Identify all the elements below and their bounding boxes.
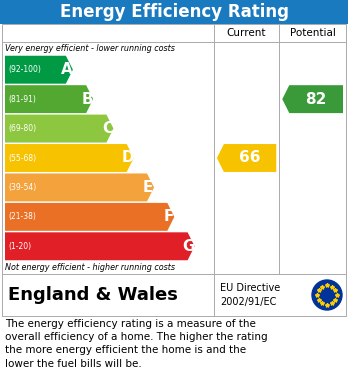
Polygon shape [217, 144, 276, 172]
Polygon shape [5, 56, 73, 84]
Text: EU Directive
2002/91/EC: EU Directive 2002/91/EC [220, 283, 280, 307]
Text: (39-54): (39-54) [8, 183, 36, 192]
Polygon shape [5, 115, 113, 143]
Text: D: D [121, 151, 134, 165]
Bar [0, 0, 348, 24]
Bar [2, 274, 346, 316]
Polygon shape [282, 85, 343, 113]
Text: Potential: Potential [290, 28, 335, 38]
Text: 82: 82 [306, 91, 327, 107]
Text: (81-91): (81-91) [8, 95, 36, 104]
Polygon shape [5, 174, 154, 201]
Bar [2, 24, 346, 274]
Text: 66: 66 [239, 151, 261, 165]
Text: Very energy efficient - lower running costs: Very energy efficient - lower running co… [5, 44, 175, 53]
Text: (55-68): (55-68) [8, 154, 36, 163]
Text: England & Wales: England & Wales [8, 286, 178, 304]
Text: E: E [143, 180, 153, 195]
Polygon shape [5, 232, 195, 260]
Text: A: A [61, 62, 73, 77]
Text: (1-20): (1-20) [8, 242, 31, 251]
Text: B: B [81, 91, 93, 107]
Text: The energy efficiency rating is a measure of the
overall efficiency of a home. T: The energy efficiency rating is a measur… [5, 319, 268, 369]
Polygon shape [5, 85, 93, 113]
Circle shape [312, 280, 342, 310]
Text: G: G [182, 239, 195, 254]
Polygon shape [5, 203, 174, 231]
Text: Current: Current [227, 28, 266, 38]
Text: (92-100): (92-100) [8, 65, 41, 74]
Polygon shape [5, 144, 134, 172]
Text: Energy Efficiency Rating: Energy Efficiency Rating [60, 3, 288, 21]
Text: C: C [102, 121, 113, 136]
Text: (21-38): (21-38) [8, 212, 36, 221]
Text: F: F [163, 209, 174, 224]
Text: (69-80): (69-80) [8, 124, 36, 133]
Text: Not energy efficient - higher running costs: Not energy efficient - higher running co… [5, 263, 175, 272]
